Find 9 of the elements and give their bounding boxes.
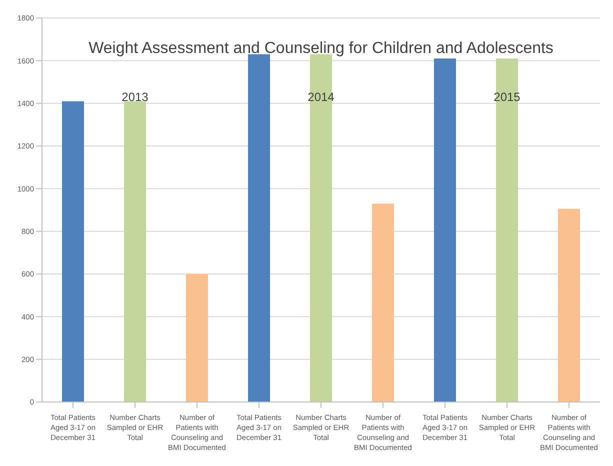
bar [124, 101, 146, 402]
bar [558, 208, 580, 402]
text: Weight Assessment and Counseling for Children and Adolescents [88, 40, 554, 58]
bar [372, 204, 394, 402]
bar [186, 274, 208, 402]
bar [434, 58, 456, 402]
annotation: 2013 [120, 90, 150, 104]
bar [496, 58, 518, 402]
bar [62, 101, 84, 402]
